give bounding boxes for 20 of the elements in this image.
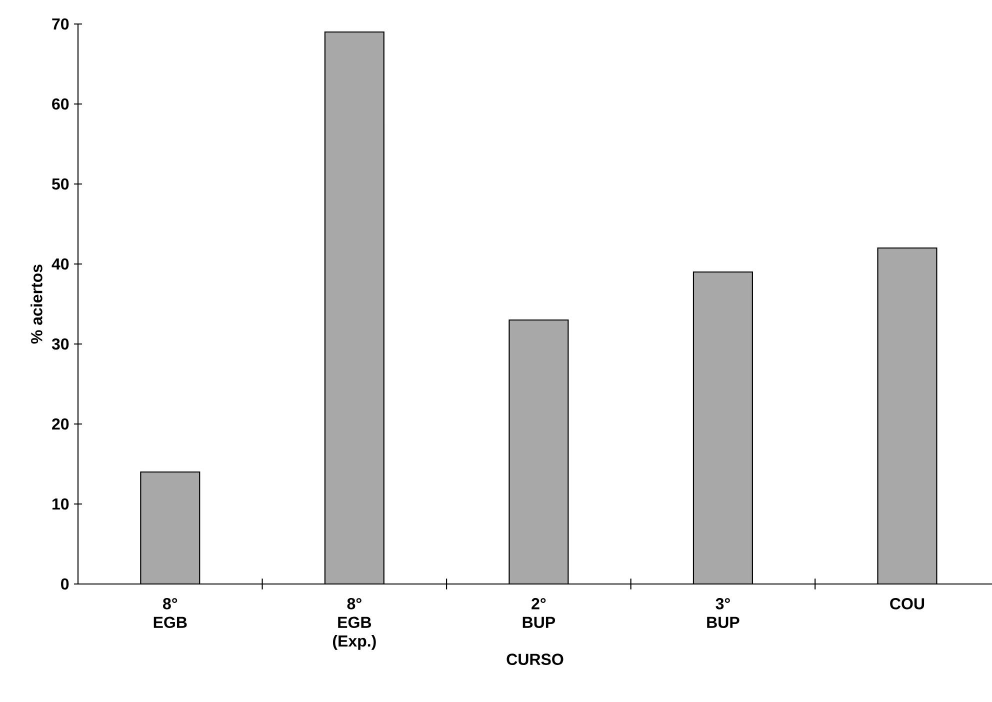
y-tick-label: 40 <box>52 258 69 270</box>
y-tick-label: 60 <box>52 98 69 110</box>
x-axis-title: CURSO <box>506 654 564 665</box>
y-tick-label: 70 <box>52 18 69 30</box>
bar <box>140 472 200 584</box>
y-tick-label: 10 <box>52 498 69 510</box>
y-tick-label: 0 <box>61 578 69 590</box>
x-tick-label: 2° BUP <box>522 598 556 628</box>
bar <box>509 320 568 584</box>
bar <box>877 247 938 584</box>
x-tick-label: COU <box>890 598 924 610</box>
bar <box>693 272 752 584</box>
x-tick-label: 3° BUP <box>707 598 740 628</box>
y-tick-label: 50 <box>52 178 69 190</box>
x-tick-label: 8° EGB (Exp.) <box>332 598 376 650</box>
x-tick-label: 8° EGB <box>154 598 187 628</box>
bar <box>324 32 384 584</box>
y-axis-title: % aciertos <box>30 264 42 344</box>
y-tick-label: 20 <box>52 418 69 430</box>
y-tick-label: 30 <box>52 338 69 350</box>
